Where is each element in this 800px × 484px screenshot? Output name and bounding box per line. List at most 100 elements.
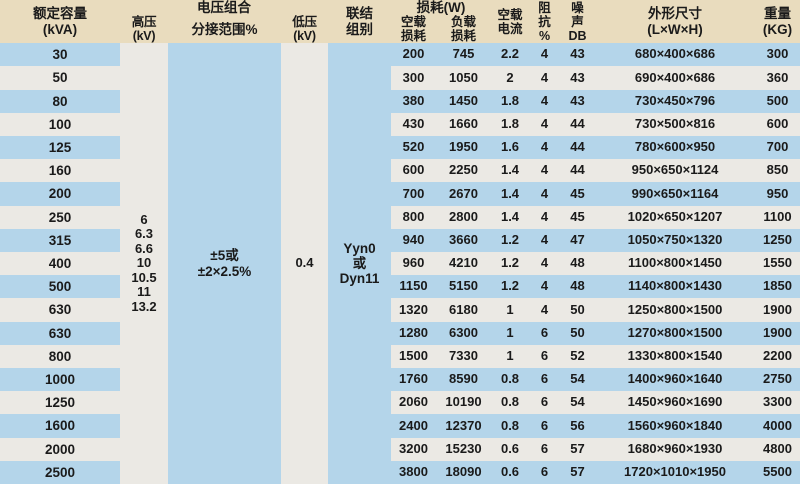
cell-noise: 57: [560, 460, 596, 484]
cell-rated-capacity: 125: [0, 135, 120, 160]
cell-no-load-current: 1.2: [491, 275, 530, 299]
cell-weight: 3300: [755, 391, 800, 415]
cell-no-load-loss: 700: [391, 182, 436, 206]
header-weight-label: 重量: [764, 6, 792, 22]
cell-noise: 43: [560, 43, 596, 67]
header-no-load-loss-line1: 空载: [400, 15, 426, 30]
cell-load-loss: 1450: [436, 89, 492, 113]
cell-impedance: 4: [529, 275, 561, 299]
cell-impedance: 4: [529, 228, 561, 252]
cell-no-load-loss: 1500: [391, 344, 436, 368]
header-connection-group: 联结 组别: [328, 0, 391, 44]
header-impedance-line1: 阻: [538, 0, 551, 15]
header-low-voltage-label: 低压: [292, 15, 317, 30]
cell-no-load-loss: 800: [391, 205, 436, 229]
cell-weight: 850: [755, 159, 800, 183]
cell-noise: 56: [560, 414, 596, 438]
cell-impedance: 6: [529, 391, 561, 415]
cell-weight: 1900: [755, 321, 800, 345]
cell-rated-capacity: 1600: [0, 414, 120, 438]
table-row: 500 1150 5150 1.2 4 48 1140×800×1430 1850: [0, 275, 800, 299]
cell-no-load-loss: 2400: [391, 414, 436, 438]
cell-noise: 48: [560, 275, 596, 299]
cell-load-loss: 5150: [436, 275, 492, 299]
header-high-voltage-label: 高压: [131, 15, 157, 30]
cell-load-loss: 10190: [436, 391, 492, 415]
connection-group-line2: 或: [352, 256, 367, 271]
table-row: 630 1320 6180 1 4 50 1250×800×1500 1900: [0, 298, 800, 322]
cell-dimensions: 950×650×1124: [595, 159, 756, 183]
table-row: 50 300 1050 2 4 43 690×400×686 360: [0, 66, 800, 90]
cell-weight: 360: [755, 66, 800, 90]
cell-impedance: 6: [529, 367, 561, 392]
cell-no-load-loss: 380: [391, 89, 436, 113]
cell-load-loss: 2670: [436, 182, 492, 206]
header-tap-range: 分接范围%: [168, 15, 281, 44]
header-impedance: 阻 抗 %: [529, 0, 561, 44]
cell-rated-capacity: 200: [0, 182, 120, 206]
cell-rated-capacity: 250: [0, 205, 120, 229]
header-losses: 损耗(W): [391, 0, 492, 16]
cell-no-load-loss: 3800: [391, 460, 436, 484]
cell-weight: 4000: [755, 414, 800, 438]
cell-noise: 44: [560, 159, 596, 183]
cell-no-load-loss: 960: [391, 251, 436, 276]
table-row: 315 940 3660 1.2 4 47 1050×750×1320 1250: [0, 228, 800, 252]
cell-rated-capacity: 1000: [0, 367, 120, 392]
cell-dimensions: 1050×750×1320: [595, 228, 756, 252]
cell-noise: 44: [560, 135, 596, 160]
cell-no-load-loss: 300: [391, 66, 436, 90]
table-row: 1000 1760 8590 0.8 6 54 1400×960×1640 2750: [0, 367, 800, 392]
cell-dimensions: 990×650×1164: [595, 182, 756, 206]
cell-dimensions: 780×600×950: [595, 135, 756, 160]
cell-dimensions: 1680×960×1930: [595, 437, 756, 461]
cell-impedance: 4: [529, 298, 561, 322]
cell-noise: 57: [560, 437, 596, 461]
header-no-load-loss-line2: 损耗: [400, 29, 426, 44]
cell-no-load-current: 0.6: [491, 460, 530, 484]
cell-no-load-current: 1.8: [491, 112, 530, 136]
table-row: 800 1500 7330 1 6 52 1330×800×1540 2200: [0, 344, 800, 368]
table-row: 400 960 4210 1.2 4 48 1100×800×1450 1550: [0, 251, 800, 276]
cell-impedance: 4: [529, 159, 561, 183]
table-row: 30 6 6.3 6.6 10 10.5 11 13.2 ±5或 ±2×2.5% 0.4 Yyn0 或 D…: [0, 43, 800, 484]
cell-noise: 45: [560, 205, 596, 229]
header-weight: 重量 (KG): [755, 0, 800, 44]
header-dimensions: 外形尺寸 (L×W×H): [595, 0, 756, 44]
cell-no-load-current: 1.2: [491, 251, 530, 276]
cell-no-load-current: 1.6: [491, 135, 530, 160]
cell-no-load-current: 1.8: [491, 89, 530, 113]
cell-load-loss: 6180: [436, 298, 492, 322]
cell-impedance: 4: [529, 43, 561, 67]
cell-impedance: 4: [529, 89, 561, 113]
cell-load-loss: 2250: [436, 159, 492, 183]
cell-impedance: 4: [529, 66, 561, 90]
cell-no-load-current: 0.8: [491, 367, 530, 392]
header-connection-group-line2: 组别: [346, 21, 373, 37]
table-row: 1250 2060 10190 0.8 6 54 1450×960×1690 3300: [0, 391, 800, 415]
cell-rated-capacity: 160: [0, 159, 120, 183]
cell-rated-capacity: 30: [0, 43, 120, 67]
cell-no-load-current: 1: [491, 344, 530, 368]
high-voltage-value: 6.6: [134, 240, 154, 256]
tap-range-line1: ±5或: [210, 248, 239, 264]
cell-noise: 48: [560, 251, 596, 276]
table-row: 2500 3800 18090 0.6 6 57 1720×1010×1950 5500: [0, 460, 800, 484]
cell-load-loss: 8590: [436, 367, 492, 392]
header-no-load-current-line2: 电流: [497, 21, 523, 36]
cell-dimensions: 1020×650×1207: [595, 205, 756, 229]
connection-group-line1: Yyn0: [343, 240, 376, 256]
cell-load-loss: 2800: [436, 205, 492, 229]
high-voltage-value: 10: [136, 255, 152, 271]
cell-no-load-current: 1: [491, 298, 530, 322]
header-high-voltage: 高压 (kV): [120, 15, 168, 44]
cell-load-loss: 15230: [436, 437, 492, 461]
cell-no-load-loss: 520: [391, 135, 436, 160]
cell-rated-capacity: 2000: [0, 437, 120, 461]
high-voltage-value: 13.2: [131, 298, 157, 314]
cell-impedance: 4: [529, 251, 561, 276]
cell-rated-capacity: 315: [0, 228, 120, 252]
cell-no-load-loss: 600: [391, 159, 436, 183]
connection-group-line3: Dyn11: [339, 271, 380, 287]
table-row: 250 800 2800 1.4 4 45 1020×650×1207 1100: [0, 205, 800, 229]
